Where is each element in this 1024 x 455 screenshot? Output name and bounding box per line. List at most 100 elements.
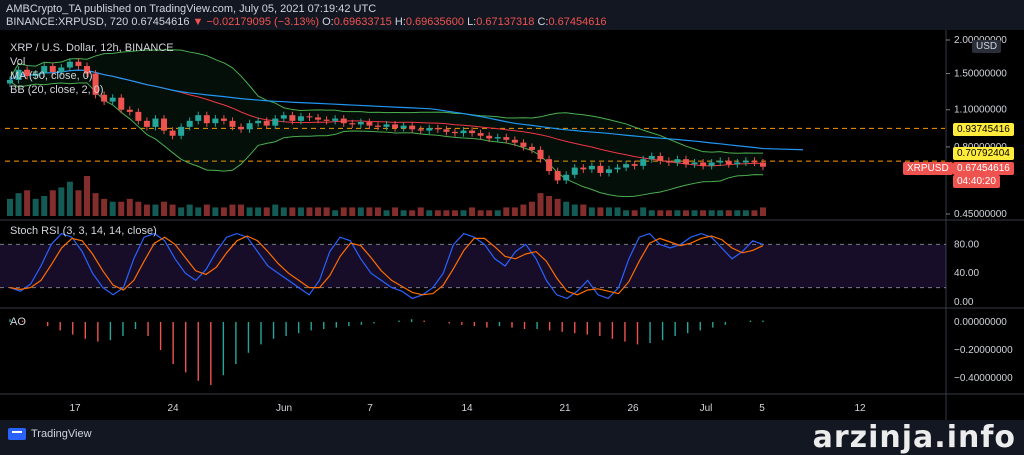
volume-bar bbox=[32, 198, 39, 216]
candle-body bbox=[280, 115, 287, 119]
volume-bar bbox=[477, 210, 484, 216]
legend-ao: AO bbox=[10, 316, 26, 328]
volume-bar bbox=[511, 207, 518, 216]
volume-bar bbox=[75, 190, 82, 216]
price-tick-label: 1.10000000 bbox=[954, 105, 1007, 116]
candle-body bbox=[41, 66, 48, 74]
volume-bar bbox=[109, 201, 116, 216]
candle-body bbox=[400, 125, 407, 129]
volume-bar bbox=[212, 207, 219, 216]
volume-bar bbox=[734, 210, 741, 216]
ao-tick-label: −0.40000000 bbox=[954, 373, 1013, 384]
candle-body bbox=[246, 123, 253, 130]
candle-body bbox=[597, 165, 604, 173]
volume-bar bbox=[563, 201, 570, 216]
stoch-tick-label: 80.00 bbox=[954, 239, 979, 250]
chart-frame[interactable]: 2.000000001.500000001.100000000.80000000… bbox=[0, 30, 1024, 420]
candle-body bbox=[691, 162, 698, 165]
time-tick-label: 26 bbox=[627, 403, 639, 414]
volume-bar bbox=[49, 190, 56, 216]
volume-bar bbox=[118, 201, 125, 216]
candle-body bbox=[195, 115, 202, 121]
legend-stoch: Stoch RSI (3, 3, 14, 14, close) bbox=[10, 225, 157, 237]
close-label: C: bbox=[537, 16, 549, 28]
candle-body bbox=[451, 131, 458, 134]
time-tick-label: 21 bbox=[559, 403, 571, 414]
low-label: L: bbox=[467, 16, 477, 28]
candle-body bbox=[682, 159, 689, 165]
volume-bar bbox=[203, 204, 210, 216]
candle-body bbox=[546, 159, 553, 172]
candle-body bbox=[332, 118, 339, 121]
volume-bar bbox=[451, 210, 458, 216]
volume-bar bbox=[7, 198, 13, 216]
bollinger-lower-line bbox=[9, 81, 764, 198]
candle-body bbox=[101, 94, 108, 102]
candle-body bbox=[588, 165, 595, 170]
candle-body bbox=[725, 160, 732, 165]
candle-body bbox=[15, 69, 22, 80]
ao-tick-label: 0.00000000 bbox=[954, 317, 1007, 328]
volume-bar bbox=[289, 207, 296, 216]
candle-body bbox=[674, 159, 681, 163]
candle-body bbox=[24, 69, 31, 76]
candle-body bbox=[614, 167, 621, 170]
tradingview-brand[interactable]: TradingView bbox=[8, 428, 92, 440]
ohlc-line: BINANCE:XRPUSD, 720 0.67454616 ▼ −0.0217… bbox=[6, 16, 607, 28]
candle-body bbox=[366, 122, 373, 126]
brand-label: TradingView bbox=[31, 428, 92, 440]
volume-bar bbox=[614, 207, 621, 216]
candle-body bbox=[92, 73, 99, 95]
candle-body bbox=[657, 155, 664, 161]
volume-bar bbox=[84, 176, 91, 216]
time-tick-label: Jun bbox=[276, 403, 292, 414]
volume-bar bbox=[537, 193, 544, 216]
volume-bar bbox=[246, 207, 253, 216]
volume-bar bbox=[135, 201, 142, 216]
ao-tick-label: −0.20000000 bbox=[954, 345, 1013, 356]
candle-body bbox=[623, 164, 630, 168]
candle-body bbox=[708, 162, 715, 166]
volume-bar bbox=[554, 198, 561, 216]
candle-body bbox=[486, 135, 493, 139]
high-label: H: bbox=[394, 16, 406, 28]
time-tick-label: 5 bbox=[759, 403, 765, 414]
volume-bar bbox=[588, 207, 595, 216]
volume-bar bbox=[374, 207, 381, 216]
volume-bar bbox=[349, 207, 356, 216]
volume-bar bbox=[15, 193, 22, 216]
volume-bar bbox=[178, 207, 185, 216]
candle-body bbox=[323, 119, 330, 121]
stoch-band-fill bbox=[0, 244, 946, 288]
candle-body bbox=[203, 115, 210, 124]
candle-body bbox=[477, 133, 484, 136]
candle-body bbox=[212, 118, 219, 124]
currency-badge[interactable]: USD bbox=[972, 40, 1002, 53]
chart-canvas[interactable]: 2.000000001.500000001.100000000.80000000… bbox=[0, 30, 1024, 420]
candle-body bbox=[161, 118, 168, 131]
volume-bar bbox=[357, 207, 364, 216]
candle-body bbox=[220, 118, 227, 121]
volume-bar bbox=[409, 210, 416, 216]
legend-title: XRP / U.S. Dollar, 12h, BINANCE bbox=[10, 42, 174, 54]
chart-footer: TradingView arzinja.info bbox=[0, 420, 1024, 455]
candle-body bbox=[417, 129, 424, 131]
volume-bar bbox=[143, 204, 150, 216]
volume-bar bbox=[708, 210, 715, 216]
candle-body bbox=[392, 124, 399, 129]
candle-body bbox=[49, 66, 56, 73]
price-tick-label: 1.50000000 bbox=[954, 69, 1007, 80]
volume-bar bbox=[700, 210, 707, 216]
candle-body bbox=[640, 159, 647, 166]
volume-bar bbox=[152, 204, 159, 216]
candle-body bbox=[605, 169, 612, 173]
candle-body bbox=[7, 79, 13, 84]
candle-body bbox=[511, 139, 518, 143]
volume-bar bbox=[66, 181, 73, 216]
volume-bar bbox=[169, 204, 176, 216]
volume-bar bbox=[443, 210, 450, 216]
candle-body bbox=[84, 66, 91, 74]
volume-bar bbox=[392, 207, 399, 216]
candle-body bbox=[742, 160, 749, 163]
stoch-tick-label: 40.00 bbox=[954, 268, 979, 279]
